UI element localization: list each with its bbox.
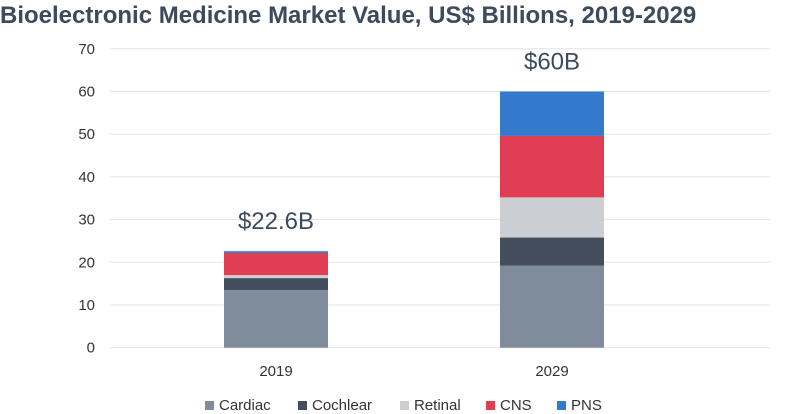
y-tick-label: 0 xyxy=(87,340,95,357)
bar-segment-pns-2029 xyxy=(500,91,604,136)
y-tick-label: 60 xyxy=(78,84,95,101)
bar-segment-retinal-2019 xyxy=(224,275,328,279)
legend-label-cardiac: Cardiac xyxy=(219,397,271,414)
y-tick-label: 30 xyxy=(78,212,95,229)
legend-swatch-cochlear xyxy=(298,401,307,410)
y-tick-label: 40 xyxy=(78,169,95,186)
bar-segment-cardiac-2019 xyxy=(224,290,328,348)
bar-segment-cns-2019 xyxy=(224,252,328,276)
legend-swatch-retinal xyxy=(400,401,409,410)
legend-label-retinal: Retinal xyxy=(414,397,461,414)
x-tick-label: 2019 xyxy=(259,363,292,380)
legend-label-cochlear: Cochlear xyxy=(312,397,372,414)
y-tick-label: 20 xyxy=(78,254,95,271)
bar-segment-cns-2029 xyxy=(500,135,604,198)
total-label: $60B xyxy=(524,49,580,76)
legend-swatch-cardiac xyxy=(205,401,214,410)
total-label: $22.6B xyxy=(238,208,314,235)
bar-segment-cardiac-2029 xyxy=(500,265,604,348)
bar-segment-pns-2019 xyxy=(224,251,328,253)
chart-title: Bioelectronic Medicine Market Value, US$… xyxy=(0,2,697,29)
legend-label-pns: PNS xyxy=(571,397,602,414)
x-tick-label: 2029 xyxy=(535,363,568,380)
y-tick-label: 70 xyxy=(78,41,95,58)
bar-segment-retinal-2029 xyxy=(500,197,604,238)
legend-label-cns: CNS xyxy=(500,397,532,414)
legend-swatch-pns xyxy=(557,401,566,410)
bar-segment-cochlear-2029 xyxy=(500,237,604,266)
legend-swatch-cns xyxy=(486,401,495,410)
y-tick-label: 50 xyxy=(78,126,95,143)
bar-segment-cochlear-2019 xyxy=(224,278,328,291)
y-tick-label: 10 xyxy=(78,297,95,314)
